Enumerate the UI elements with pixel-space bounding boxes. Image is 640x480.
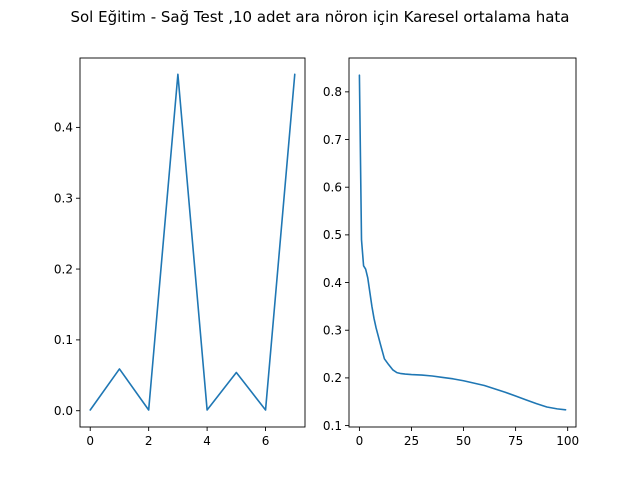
figure-suptitle: Sol Eğitim - Sağ Test ,10 adet ara nöron…	[70, 8, 570, 26]
left-xtick-label: 4	[203, 434, 211, 448]
right-ytick-label: 0.5	[323, 228, 342, 242]
right-ytick-label: 0.1	[323, 419, 342, 433]
left-xtick-label: 0	[86, 434, 94, 448]
left-series-line-0	[89, 73, 296, 411]
right-axes-frame	[348, 57, 577, 428]
right-series-line-0	[358, 74, 567, 411]
right-xtick-label: 0	[356, 434, 364, 448]
left-ytick-label: 0.2	[54, 262, 73, 276]
right-xtick-label: 25	[404, 434, 419, 448]
right-ytick-label: 0.6	[323, 180, 342, 194]
left-ytick-label: 0.3	[54, 192, 73, 206]
left-ytick-label: 0.0	[54, 404, 73, 418]
left-axes-frame	[79, 57, 306, 428]
left-ytick-label: 0.1	[54, 333, 73, 347]
right-ytick-label: 0.7	[323, 133, 342, 147]
right-axes-test: 0 25 50 75 100 0.1 0.2 0.3 0.4 0.5 0.6 0.7 0.8	[323, 57, 579, 448]
right-ytick-label: 0.4	[323, 276, 342, 290]
right-xtick-label: 75	[508, 434, 523, 448]
right-xtick-label: 100	[556, 434, 579, 448]
left-axes-train: 0 2 4 6 0.0 0.1 0.2 0.3 0.4	[54, 57, 306, 448]
left-ytick-label: 0.4	[54, 121, 73, 135]
right-ytick-label: 0.8	[323, 85, 342, 99]
left-xtick-label: 2	[145, 434, 153, 448]
right-ytick-label: 0.2	[323, 371, 342, 385]
right-xtick-label: 50	[456, 434, 471, 448]
left-xtick-label: 6	[262, 434, 270, 448]
right-ytick-label: 0.3	[323, 324, 342, 338]
